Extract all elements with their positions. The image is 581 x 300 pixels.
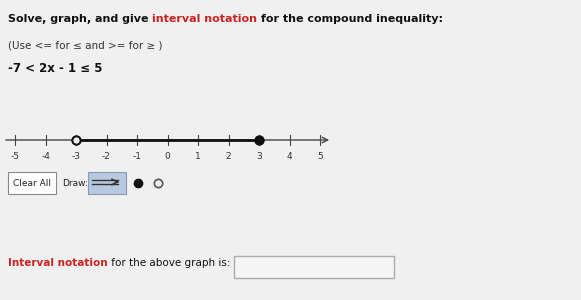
Text: Clear All: Clear All (13, 178, 51, 188)
Text: -4: -4 (41, 152, 50, 161)
Text: 4: 4 (286, 152, 292, 161)
Bar (8, 172, 56, 194)
Text: interval notation: interval notation (152, 14, 257, 24)
Text: -5: -5 (10, 152, 20, 161)
Text: Draw:: Draw: (62, 178, 88, 188)
Text: -3: -3 (71, 152, 81, 161)
Text: for the compound inequality:: for the compound inequality: (257, 14, 443, 24)
Text: for the above graph is:: for the above graph is: (107, 258, 230, 268)
Text: 2: 2 (225, 152, 231, 161)
Text: 1: 1 (195, 152, 201, 161)
Bar (88, 172, 126, 194)
Text: 0: 0 (164, 152, 170, 161)
Text: 5: 5 (317, 152, 323, 161)
Text: (Use <= for ≤ and >= for ≥ ): (Use <= for ≤ and >= for ≥ ) (8, 40, 163, 50)
Text: -2: -2 (102, 152, 111, 161)
Text: -1: -1 (132, 152, 142, 161)
Text: Interval notation: Interval notation (8, 258, 107, 268)
Bar (234, 256, 394, 278)
Text: 3: 3 (256, 152, 262, 161)
Text: -7 < 2x - 1 ≤ 5: -7 < 2x - 1 ≤ 5 (8, 62, 102, 75)
Text: Solve, graph, and give: Solve, graph, and give (8, 14, 152, 24)
